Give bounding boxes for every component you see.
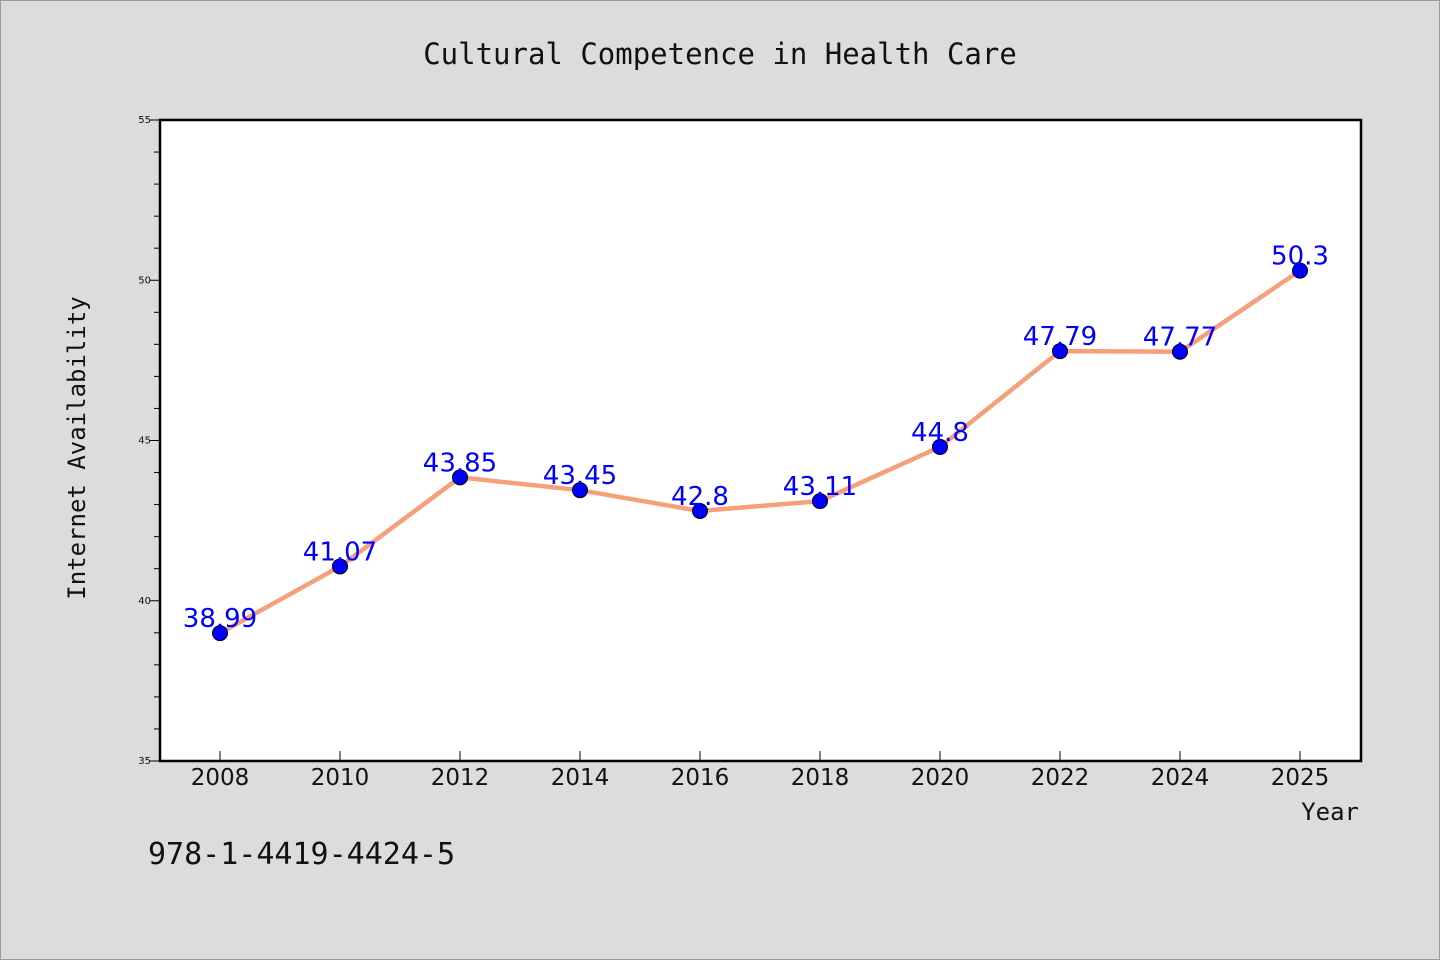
data-markers — [212, 262, 1308, 642]
data-label: 38.99 — [183, 604, 257, 634]
isbn-text: 978-1-4419-4424-5 — [148, 837, 455, 872]
x-axis-ticks: 2008 2010 2012 2014 2016 2018 2020 2022 2024 2025 — [191, 751, 1330, 791]
data-label: 44.8 — [911, 418, 969, 448]
x-tick-label: 2018 — [791, 765, 850, 791]
data-point — [1172, 343, 1188, 360]
chart-title: Cultural Competence in Health Care — [423, 37, 1017, 71]
data-point — [692, 503, 708, 520]
data-label: 42.8 — [671, 482, 729, 512]
y-axis-ticks: 35 40 45 50 55 — [138, 115, 160, 767]
x-tick-label: 2016 — [671, 765, 730, 791]
plot-area — [158, 118, 1363, 763]
y-tick-label: 45 — [138, 436, 151, 447]
x-axis-title: Year — [1301, 798, 1359, 826]
data-point — [812, 493, 828, 510]
x-tick-label: 2024 — [1151, 765, 1210, 791]
data-labels: 38.99 41.07 43.85 43.45 42.8 43.11 44.8 47.79 47… — [183, 242, 1329, 634]
data-label: 43.85 — [423, 448, 497, 478]
x-tick-label: 2020 — [911, 765, 970, 791]
x-tick-label: 2012 — [431, 765, 490, 791]
y-tick-label: 35 — [138, 756, 151, 767]
x-tick-label: 2008 — [191, 765, 250, 791]
data-label: 47.79 — [1023, 322, 1097, 352]
y-tick-label: 55 — [138, 115, 151, 126]
series-line — [217, 268, 1303, 636]
data-point — [332, 558, 348, 575]
data-label: 50.3 — [1271, 242, 1329, 272]
data-label: 41.07 — [303, 537, 377, 567]
data-label: 43.11 — [783, 472, 857, 502]
data-point — [1052, 343, 1068, 360]
x-tick-label: 2022 — [1031, 765, 1090, 791]
data-point — [452, 469, 468, 486]
data-label: 43.45 — [543, 461, 617, 491]
y-tick-label: 40 — [138, 596, 151, 607]
data-point — [572, 482, 588, 499]
x-tick-label: 2014 — [551, 765, 610, 791]
y-axis-title: Internet Availability — [63, 296, 91, 599]
data-point — [932, 438, 948, 455]
x-tick-label: 2025 — [1271, 765, 1330, 791]
series-line-group — [217, 268, 1303, 636]
data-point — [212, 625, 228, 642]
data-point — [1292, 262, 1308, 279]
data-label: 47.77 — [1143, 323, 1217, 353]
y-tick-label: 50 — [138, 275, 151, 286]
x-tick-label: 2010 — [311, 765, 370, 791]
